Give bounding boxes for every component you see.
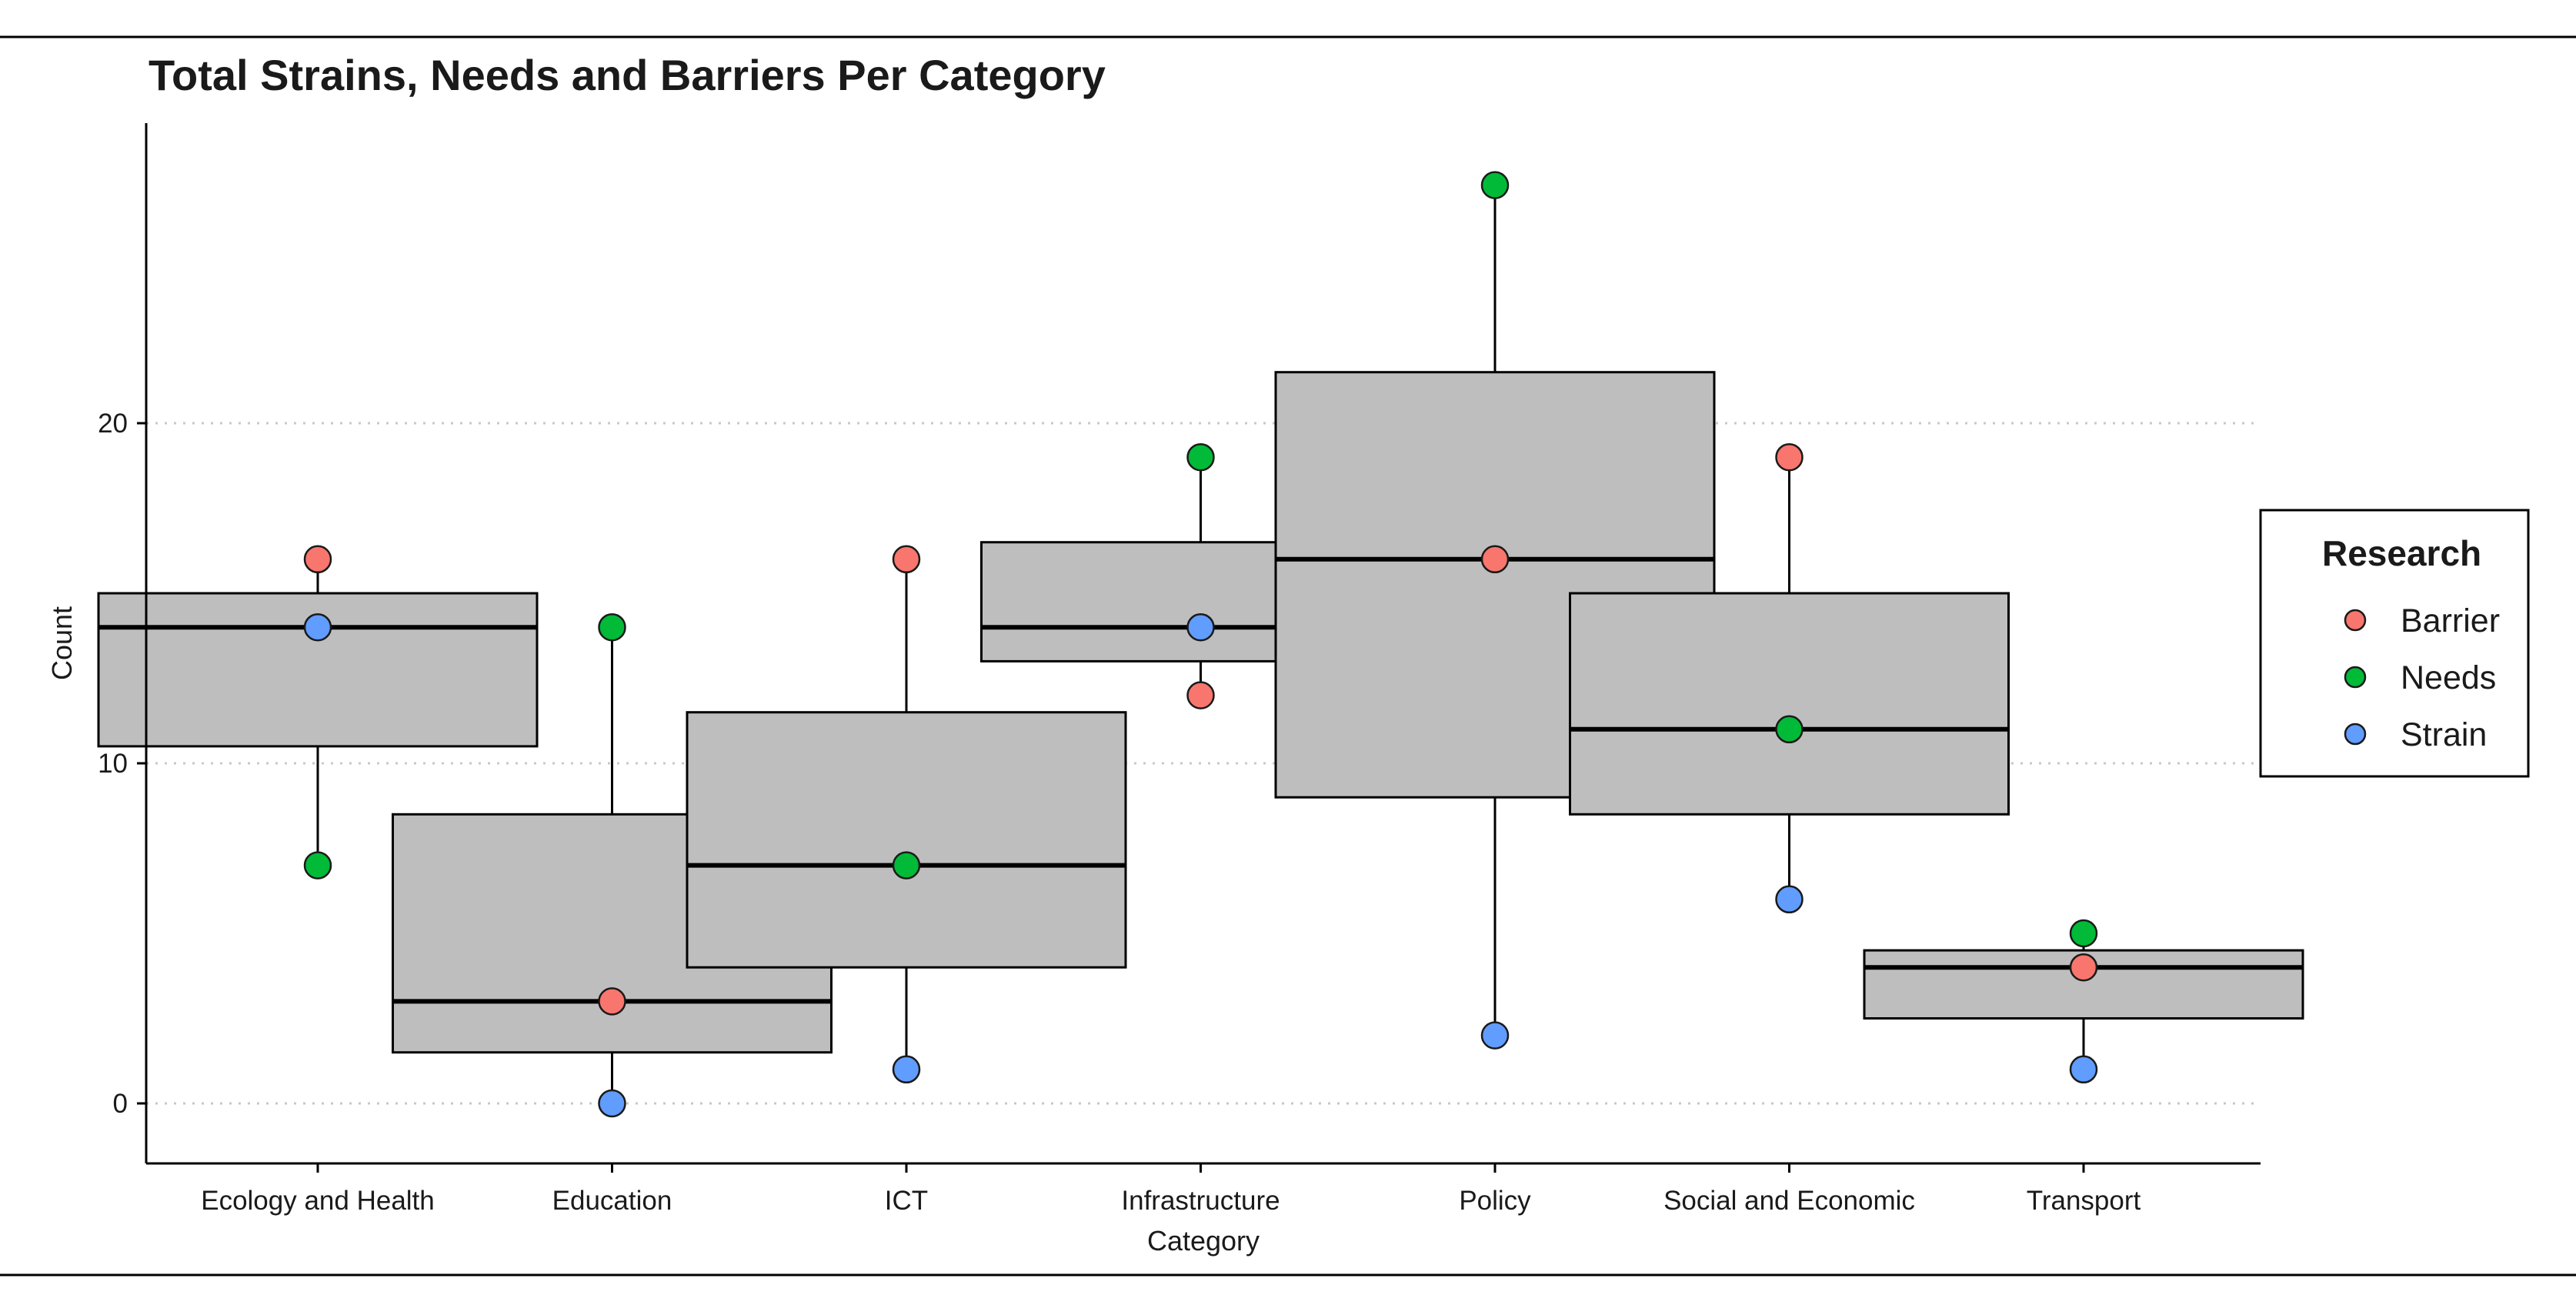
legend-key-needs xyxy=(2344,666,2367,689)
point-strain-2 xyxy=(892,1055,921,1084)
gridlines xyxy=(146,422,2261,1105)
x-tick-label-6: Transport xyxy=(2027,1186,2141,1216)
point-strain-3 xyxy=(1186,612,1215,642)
point-needs-5 xyxy=(1775,715,1804,744)
chart-title: Total Strains, Needs and Barriers Per Ca… xyxy=(148,51,1106,99)
point-barrier-2 xyxy=(892,545,921,574)
legend-box xyxy=(2259,509,2530,778)
y-axis-title: Count xyxy=(46,606,78,680)
point-barrier-4 xyxy=(1480,545,1510,574)
point-barrier-0 xyxy=(303,545,332,574)
x-axis-ticks: Ecology and Health Education ICT Infrastruc… xyxy=(201,1163,2141,1216)
point-barrier-3 xyxy=(1186,681,1215,709)
x-tick-label-2: ICT xyxy=(885,1186,928,1216)
x-tick-label-0: Ecology and Health xyxy=(201,1186,435,1216)
x-axis-title: Category xyxy=(1147,1225,1260,1257)
point-barrier-1 xyxy=(598,987,626,1016)
legend-title: Research xyxy=(2322,533,2481,573)
x-tick-label-5: Social and Economic xyxy=(1663,1186,1915,1216)
legend-key-strain xyxy=(2344,723,2367,746)
point-needs-1 xyxy=(598,612,626,642)
legend-label-needs: Needs xyxy=(2401,659,2496,696)
box-2 xyxy=(686,711,1127,969)
point-needs-3 xyxy=(1186,442,1215,472)
x-tick-label-4: Policy xyxy=(1459,1186,1531,1216)
point-strain-0 xyxy=(303,612,332,642)
point-needs-6 xyxy=(2069,919,2098,948)
legend-label-barrier: Barrier xyxy=(2401,602,2500,639)
point-needs-0 xyxy=(303,851,332,879)
point-strain-5 xyxy=(1775,885,1804,914)
y-tick-label-0: 0 xyxy=(113,1089,128,1119)
point-needs-2 xyxy=(892,851,921,879)
x-tick-label-1: Education xyxy=(552,1186,672,1216)
legend-key-barrier xyxy=(2344,609,2367,632)
x-tick-label-3: Infrastructure xyxy=(1121,1186,1280,1216)
box-6 xyxy=(1863,949,2304,1020)
point-needs-4 xyxy=(1480,171,1510,199)
y-tick-label-20: 20 xyxy=(98,409,128,439)
y-tick-label-10: 10 xyxy=(98,749,128,779)
point-strain-6 xyxy=(2069,1055,2098,1084)
legend: Research Barrier Needs Strain xyxy=(2259,509,2530,778)
legend-entries: Barrier Needs Strain xyxy=(2344,602,2500,753)
point-strain-4 xyxy=(1480,1021,1510,1050)
point-barrier-6 xyxy=(2069,953,2098,982)
y-axis-ticks: 0 10 20 xyxy=(98,409,146,1119)
box-layer xyxy=(97,185,2304,1103)
legend-label-strain: Strain xyxy=(2401,716,2487,753)
box-5 xyxy=(1569,592,2010,816)
point-strain-1 xyxy=(598,1089,626,1118)
point-barrier-5 xyxy=(1775,442,1804,472)
point-layer xyxy=(303,171,2098,1118)
